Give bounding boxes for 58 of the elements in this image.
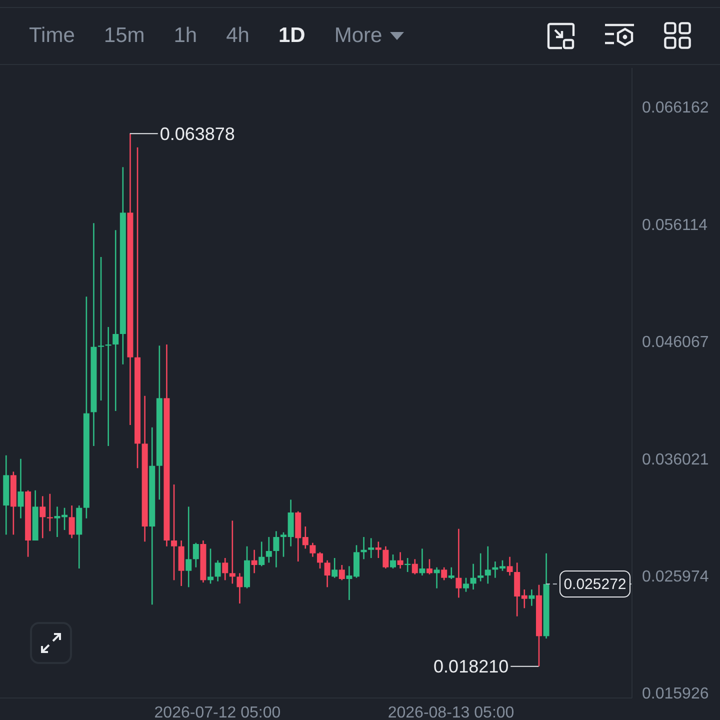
candlestick — [317, 552, 323, 570]
y-tick-label: 0.015926 — [642, 686, 709, 703]
y-tick-label: 0.046067 — [642, 334, 709, 352]
candlestick — [186, 506, 192, 588]
candlestick — [112, 230, 119, 412]
candlestick — [222, 557, 228, 581]
candlestick — [412, 558, 418, 575]
candlestick — [478, 552, 484, 582]
candlestick — [397, 552, 404, 570]
candlestick — [68, 504, 75, 539]
candlestick — [310, 542, 316, 558]
x-tick-label: 2026-07-12 05:00 — [154, 704, 281, 720]
candlestick — [441, 566, 448, 581]
candlestick — [229, 520, 236, 584]
candlestick — [456, 528, 462, 598]
candlestick — [426, 558, 432, 575]
candlestick — [484, 546, 491, 584]
y-tick-label: 0.036021 — [642, 451, 709, 468]
candlestick — [382, 546, 389, 570]
annotation: 0.063878 — [160, 124, 235, 144]
y-tick-label: 0.025974 — [642, 568, 709, 586]
candlestick — [506, 556, 513, 576]
candlestick — [324, 560, 330, 588]
candlestick — [18, 458, 24, 519]
text: 15m — [104, 24, 145, 48]
candlestick — [40, 496, 46, 539]
text: 1D — [278, 24, 306, 48]
text: Time — [29, 24, 75, 48]
candlestick — [419, 548, 426, 576]
candlestick — [46, 493, 53, 532]
text: More — [334, 24, 382, 48]
candlestick — [208, 548, 214, 584]
ref-line-label: 0.025272 — [564, 576, 626, 594]
candlestick — [434, 566, 440, 589]
candlestick — [266, 536, 272, 564]
candlestick — [470, 563, 476, 590]
text: 4h — [226, 24, 250, 48]
candlestick — [332, 557, 338, 578]
y-tick-label: 0.066162 — [642, 100, 709, 117]
candlestick — [368, 538, 374, 559]
candlestick — [98, 256, 104, 402]
candlestick — [258, 541, 265, 567]
x-tick-label: 2026-08-13 05:00 — [388, 704, 514, 720]
candlestick — [251, 549, 258, 574]
candlestick — [192, 542, 199, 568]
candlestick — [375, 541, 382, 559]
candlestick — [171, 484, 178, 581]
text: 1h — [174, 24, 198, 48]
candlestick — [338, 564, 345, 581]
candlestick — [236, 572, 243, 604]
y-tick-label: 0.056114 — [642, 216, 708, 234]
candlestick — [390, 554, 396, 570]
candlestick — [214, 560, 221, 582]
annotation: 0.018210 — [434, 656, 509, 677]
candlestick — [448, 566, 454, 580]
candlestick — [273, 530, 280, 568]
candlestick — [462, 577, 469, 592]
candlestick — [528, 588, 535, 606]
